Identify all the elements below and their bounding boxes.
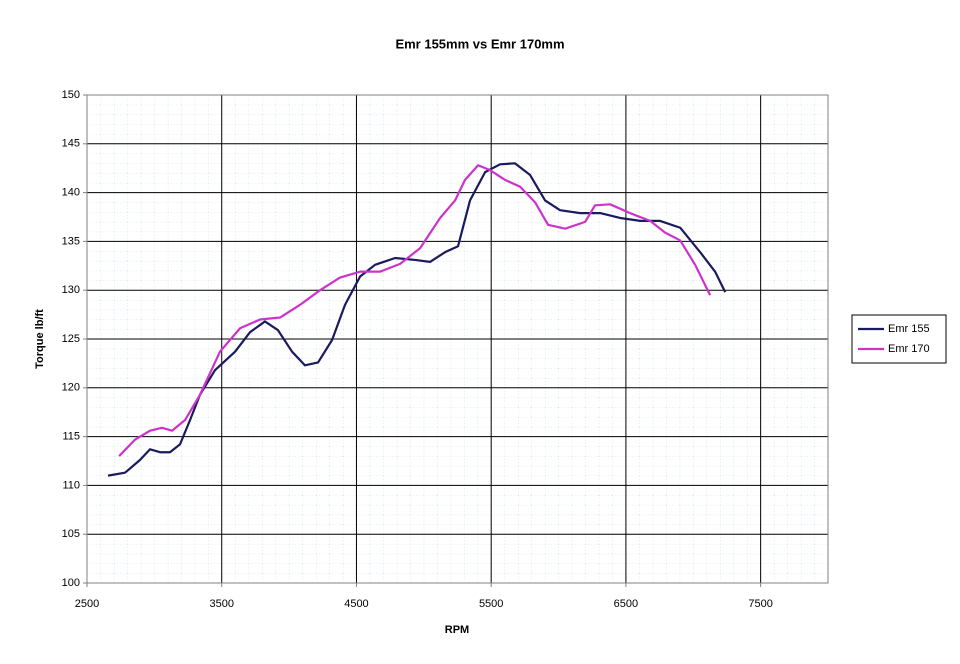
plot-border bbox=[86, 94, 829, 584]
legend-box bbox=[851, 314, 947, 364]
y-tick-label: 145 bbox=[62, 138, 80, 150]
y-tick-label: 105 bbox=[62, 528, 80, 540]
chart-title: Emr 155mm vs Emr 170mm bbox=[395, 36, 564, 51]
x-tick-label: 4500 bbox=[344, 598, 368, 610]
y-tick-label: 110 bbox=[62, 479, 80, 491]
y-tick-label: 100 bbox=[62, 577, 80, 589]
x-tick-label: 2500 bbox=[75, 598, 99, 610]
x-tick-label: 3500 bbox=[209, 598, 233, 610]
y-tick-label: 115 bbox=[62, 431, 80, 443]
y-tick-label: 120 bbox=[62, 382, 80, 394]
series-line bbox=[107, 162, 727, 477]
x-tick-label: 6500 bbox=[614, 598, 638, 610]
legend-label: Emr 170 bbox=[888, 343, 930, 355]
grid: 100 105 110 115 120 125 130 135 140 145 150 2500 350… bbox=[62, 89, 828, 610]
x-axis-title: RPM bbox=[445, 624, 469, 636]
x-tick-label: 5500 bbox=[479, 598, 503, 610]
y-tick-label: 125 bbox=[62, 333, 80, 345]
y-tick-label: 140 bbox=[62, 187, 80, 199]
legend: Emr 155 Emr 170 bbox=[851, 314, 947, 364]
y-axis-title: Torque lb/ft bbox=[34, 309, 46, 369]
x-tick-label: 7500 bbox=[748, 598, 772, 610]
series-line bbox=[118, 164, 712, 457]
y-tick-label: 130 bbox=[62, 284, 80, 296]
legend-label: Emr 155 bbox=[888, 323, 930, 335]
series-lines bbox=[107, 162, 727, 477]
y-tick-label: 150 bbox=[62, 89, 80, 101]
y-tick-label: 135 bbox=[62, 235, 80, 247]
